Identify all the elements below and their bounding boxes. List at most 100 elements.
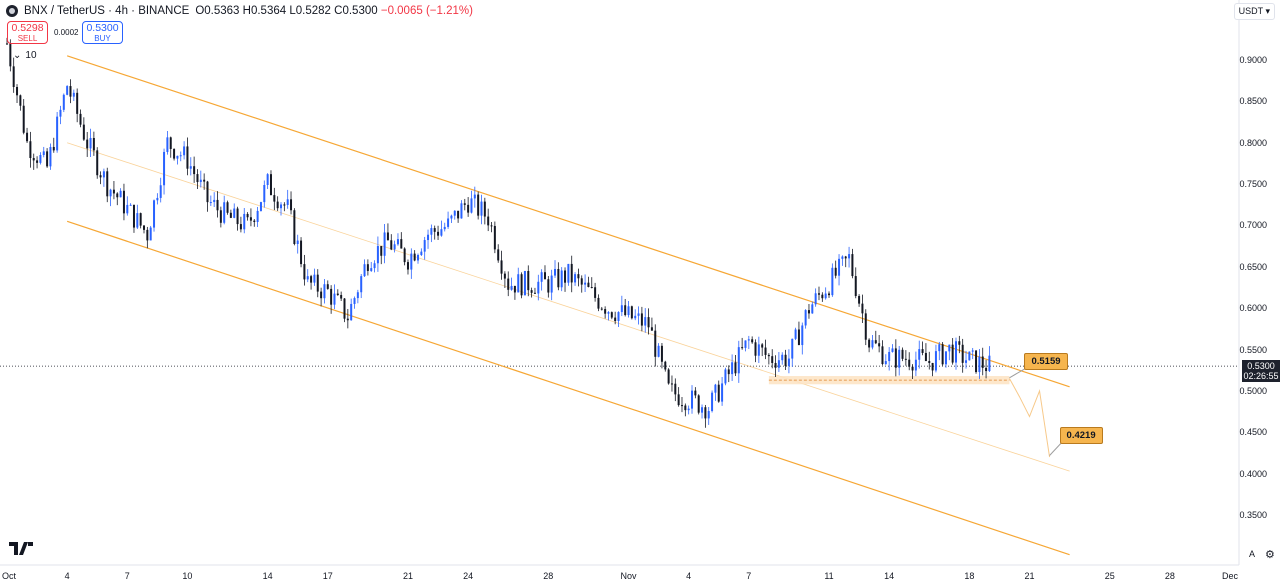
candle-body <box>777 360 780 368</box>
channel-lower-line[interactable] <box>66 220 1070 556</box>
candle <box>951 338 954 365</box>
candle <box>764 339 767 360</box>
candle-body <box>838 258 841 276</box>
candle-body <box>701 407 704 413</box>
candle <box>918 340 921 369</box>
candle <box>811 301 814 314</box>
candle <box>714 383 717 401</box>
candle <box>386 223 389 241</box>
candle-body <box>79 113 82 125</box>
candle <box>564 267 567 292</box>
candle <box>523 270 526 296</box>
candle-body <box>477 194 480 216</box>
candle <box>400 232 403 249</box>
candle <box>831 263 834 297</box>
candle-body <box>66 86 69 95</box>
candle-body <box>951 344 954 363</box>
candle <box>46 148 49 168</box>
candle <box>26 127 29 143</box>
candle-body <box>497 249 500 261</box>
candle <box>42 146 45 158</box>
symbol-title[interactable]: BNX / TetherUS · 4h · BINANCE <box>24 5 190 17</box>
candle-body <box>804 310 807 326</box>
candle <box>600 306 603 311</box>
candle <box>664 360 667 372</box>
sell-button[interactable]: 0.5298 SELL <box>7 21 48 44</box>
candle <box>761 343 764 357</box>
candle-body <box>253 220 256 222</box>
candle <box>821 292 824 302</box>
candle <box>360 273 363 299</box>
indicators-toggle[interactable]: ⌄ 10 <box>13 50 37 61</box>
candle <box>537 274 540 301</box>
candle <box>543 265 546 280</box>
candle <box>173 148 176 161</box>
candle <box>22 99 25 135</box>
candle-body <box>156 197 159 201</box>
candle <box>801 322 804 355</box>
auto-scale-button[interactable]: A <box>1249 549 1256 559</box>
tradingview-logo[interactable] <box>9 542 33 556</box>
candle-body <box>92 137 95 151</box>
candle-body <box>567 263 570 283</box>
projection-path[interactable] <box>1009 378 1051 458</box>
candle <box>547 276 550 298</box>
target-label-lower[interactable]: 0.4219 <box>1059 426 1103 444</box>
buy-button[interactable]: 0.5300 BUY <box>82 21 123 44</box>
settings-gear-icon[interactable]: ⚙ <box>1265 549 1275 561</box>
candle <box>874 330 877 345</box>
candle <box>781 352 784 365</box>
candle-body <box>163 151 166 186</box>
candle-body <box>82 124 85 140</box>
candle-body <box>981 356 984 368</box>
candle <box>16 84 19 104</box>
channel-upper-line[interactable] <box>66 55 1070 388</box>
candle <box>249 208 252 227</box>
target-label-upper[interactable]: 0.5159 <box>1024 352 1068 370</box>
candle-body <box>530 290 533 293</box>
candle <box>403 247 406 266</box>
candle-body <box>523 270 526 296</box>
candle <box>263 180 266 208</box>
candle <box>366 259 369 276</box>
chevron-down-icon: ⌄ <box>13 50 22 61</box>
candle-body <box>396 239 399 245</box>
candle-body <box>744 340 747 348</box>
candle-body <box>437 231 440 236</box>
candle-body <box>356 292 359 299</box>
candle <box>253 218 256 227</box>
candle <box>96 147 99 179</box>
candle <box>293 208 296 246</box>
candle <box>784 349 787 371</box>
price-tick-label: 0.9000 <box>1239 55 1267 65</box>
candle-body <box>510 285 513 290</box>
candle-body <box>183 146 186 156</box>
currency-selector[interactable]: USDT ▾ <box>1233 3 1275 20</box>
candle-body <box>19 95 22 106</box>
candle <box>921 341 924 356</box>
candle <box>858 294 861 307</box>
candle-body <box>450 215 453 219</box>
candle <box>427 229 430 249</box>
candle-body <box>554 268 557 276</box>
channel-mid-line[interactable] <box>67 142 1070 472</box>
candle <box>904 350 907 366</box>
candle <box>273 187 276 211</box>
candle-body <box>747 339 750 341</box>
candle-body <box>360 276 363 293</box>
candle-body <box>52 146 55 151</box>
candle <box>985 359 988 379</box>
candle <box>644 308 647 333</box>
candle-body <box>774 362 777 368</box>
candle <box>457 210 460 223</box>
candle-body <box>263 184 266 203</box>
candle-body <box>704 407 707 419</box>
candle-body <box>433 228 436 232</box>
candle <box>617 311 620 327</box>
candle <box>453 210 456 220</box>
candle-body <box>734 362 737 374</box>
candle-body <box>303 264 306 280</box>
candle-body <box>697 395 700 413</box>
candle <box>102 168 105 187</box>
